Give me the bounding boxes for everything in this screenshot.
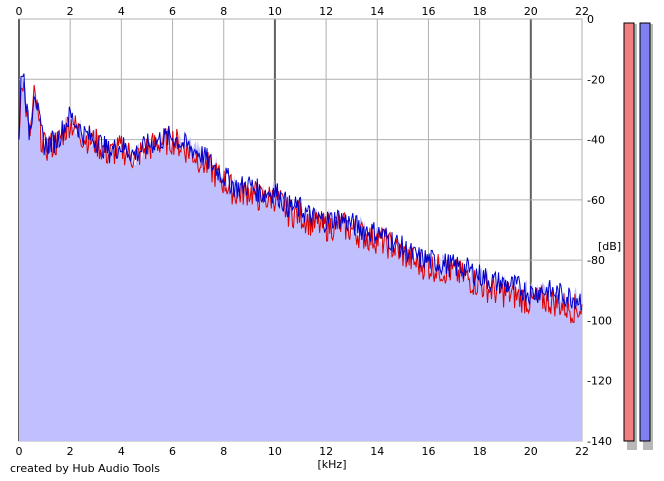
- x-tick-label-top: 10: [268, 5, 282, 18]
- y-axis-label: [dB]: [598, 240, 621, 253]
- x-tick-label-bottom: 4: [118, 445, 125, 458]
- credit-text: created by Hub Audio Tools: [10, 462, 160, 475]
- x-tick-label-bottom: 14: [370, 445, 384, 458]
- y-tick-label: -60: [587, 194, 605, 207]
- x-tick-label-top: 18: [473, 5, 487, 18]
- x-tick-label-top: 8: [220, 5, 227, 18]
- y-tick-label: -100: [587, 314, 612, 327]
- y-tick-label: -120: [587, 375, 612, 388]
- x-tick-label-bottom: 0: [16, 445, 23, 458]
- x-tick-label-top: 6: [169, 5, 176, 18]
- x-tick-label-top: 0: [16, 5, 23, 18]
- level-meter-bar: [639, 22, 651, 442]
- x-tick-label-bottom: 6: [169, 445, 176, 458]
- series-layer: [18, 73, 583, 441]
- x-tick-label-top: 2: [67, 5, 74, 18]
- x-tick-label-bottom: 10: [268, 445, 282, 458]
- y-tick-label: -40: [587, 134, 605, 147]
- spectrum-area: [19, 76, 582, 441]
- x-tick-label-bottom: 22: [575, 445, 589, 458]
- x-tick-label-top: 22: [575, 5, 589, 18]
- x-tick-label-bottom: 8: [220, 445, 227, 458]
- x-tick-label-bottom: 2: [67, 445, 74, 458]
- x-tick-label-top: 16: [421, 5, 435, 18]
- level-meter-bar: [623, 22, 635, 442]
- y-tick-label: 0: [587, 13, 594, 26]
- x-tick-label-bottom: 12: [319, 445, 333, 458]
- x-tick-label-top: 12: [319, 5, 333, 18]
- x-tick-label-bottom: 16: [421, 445, 435, 458]
- x-axis-label: [kHz]: [318, 458, 347, 471]
- y-tick-label: -80: [587, 254, 605, 267]
- y-tick-label: -140: [587, 435, 612, 448]
- x-tick-label-bottom: 18: [473, 445, 487, 458]
- level-meters: [623, 22, 653, 450]
- axes: 002244668810101212141416161818202022220-…: [16, 5, 612, 458]
- y-tick-label: -20: [587, 73, 605, 86]
- x-tick-label-bottom: 20: [524, 445, 538, 458]
- x-tick-label-top: 4: [118, 5, 125, 18]
- series-line-blue: [18, 73, 583, 311]
- x-tick-label-top: 20: [524, 5, 538, 18]
- x-tick-label-top: 14: [370, 5, 384, 18]
